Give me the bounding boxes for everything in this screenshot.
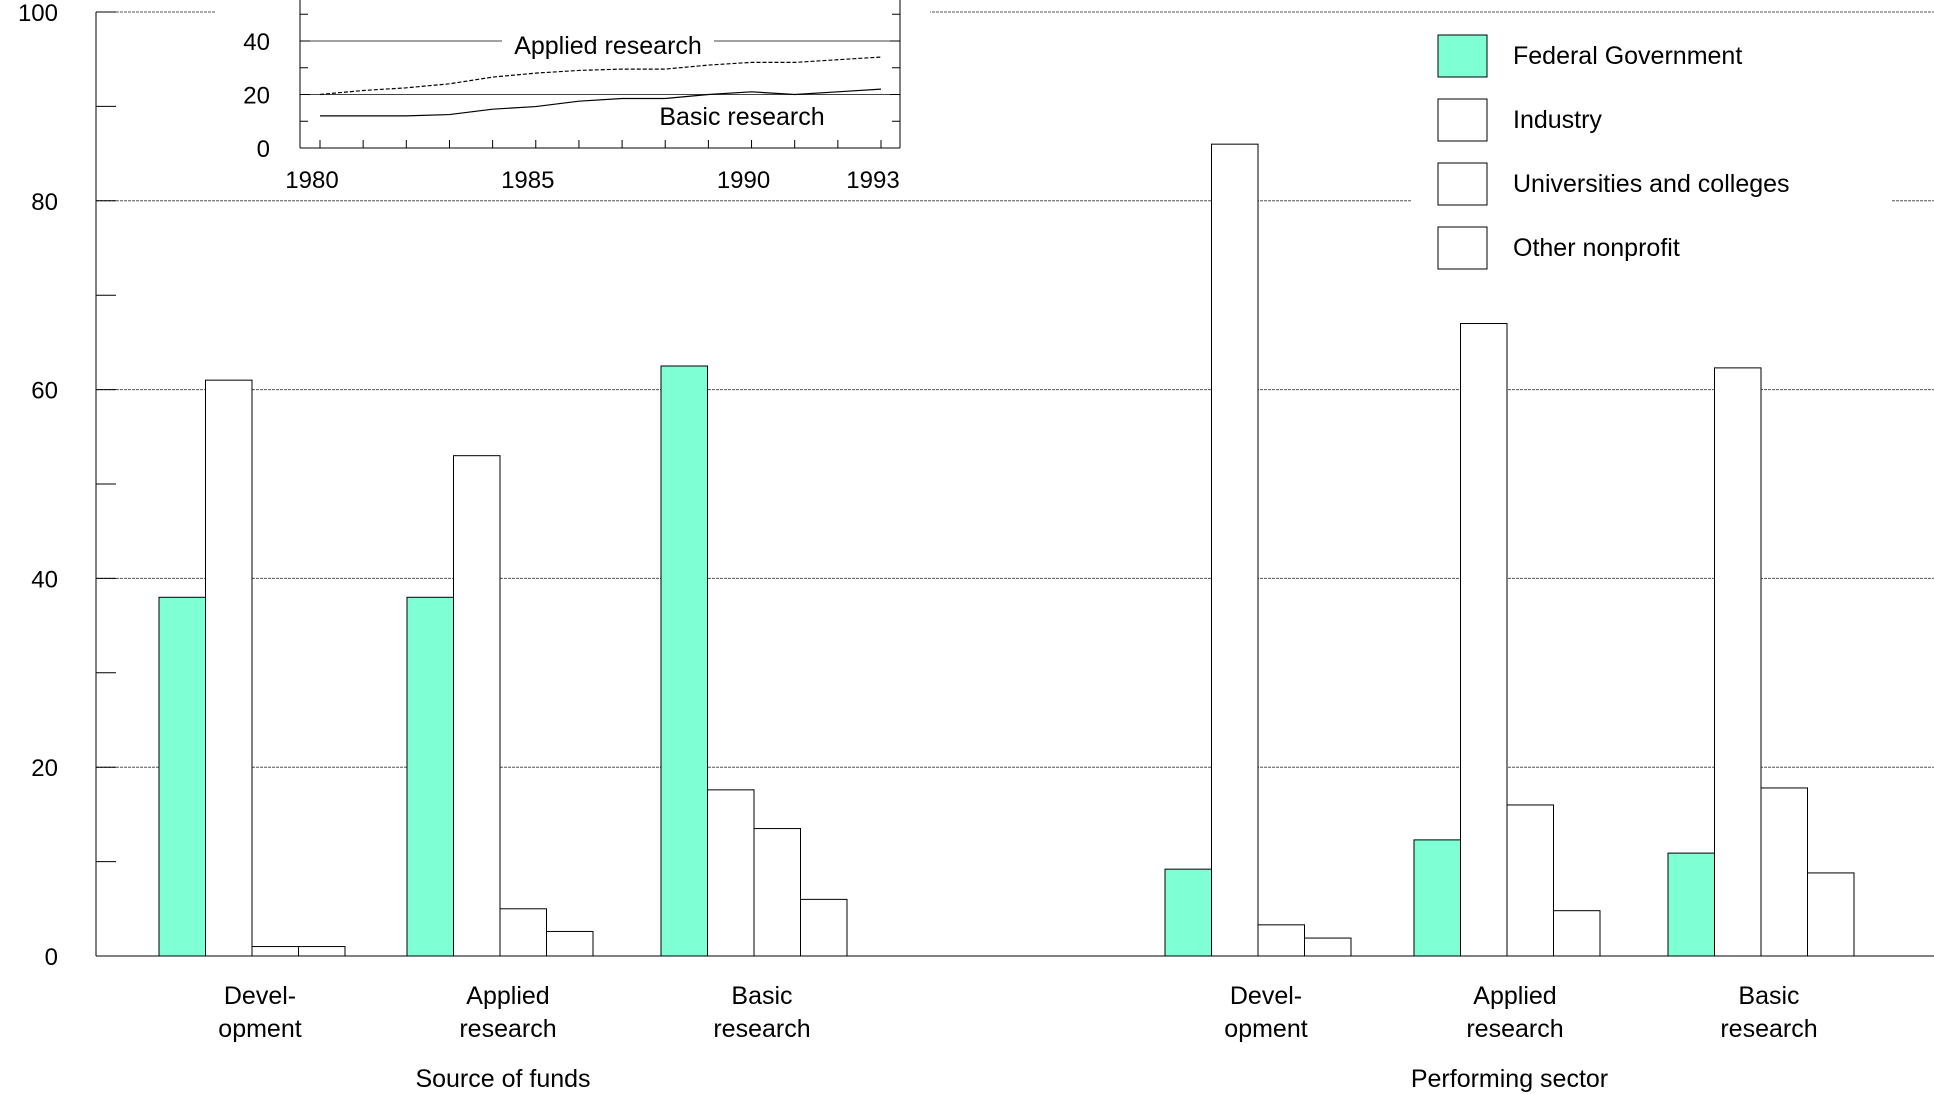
inset-label-background — [502, 30, 714, 60]
bar — [1304, 937, 1352, 957]
inset-series-label: Basic research — [659, 103, 824, 131]
bar — [298, 946, 346, 957]
bar — [800, 898, 848, 957]
bar — [1257, 924, 1305, 957]
category-label: Applied — [466, 982, 549, 1010]
bar — [251, 946, 299, 957]
inset-x-tick-label: 1993 — [846, 167, 899, 194]
bar — [453, 455, 501, 957]
bar — [707, 789, 755, 957]
inset-series-line — [320, 88, 882, 117]
category-label: Devel- — [224, 982, 296, 1010]
category-label: Devel- — [1230, 982, 1302, 1010]
bar — [1413, 839, 1461, 957]
bar — [1553, 910, 1601, 957]
bar — [499, 908, 547, 957]
bar — [1506, 804, 1554, 957]
bar — [406, 596, 454, 957]
category-label: Basic — [731, 982, 792, 1010]
legend-swatch — [1437, 34, 1488, 78]
bar — [1460, 323, 1508, 957]
inset-x-tick-label: 1990 — [717, 167, 770, 194]
legend-swatch — [1437, 162, 1488, 206]
category-label: opment — [218, 1015, 301, 1043]
bar — [1714, 367, 1762, 957]
inset-series-label: Applied research — [514, 32, 702, 60]
category-label: research — [1466, 1015, 1563, 1043]
y-tick-label: 80 — [31, 189, 58, 216]
group-label: Performing sector — [1411, 1065, 1608, 1093]
inset-y-tick-label: 20 — [243, 83, 270, 110]
category-label: research — [459, 1015, 556, 1043]
bar — [1760, 787, 1808, 957]
bar — [205, 379, 253, 957]
x-axis-labels: Devel-opment Applied research Basic research… — [218, 982, 1817, 1093]
bar — [1211, 143, 1259, 957]
y-tick-label: 60 — [31, 378, 58, 405]
group-label: Source of funds — [415, 1065, 590, 1093]
inset-y-tick-label: 40 — [243, 29, 270, 56]
inset-x-tick-label: 1985 — [501, 167, 554, 194]
bar — [1667, 852, 1715, 957]
legend-label: Universities and colleges — [1513, 170, 1790, 198]
legend-background — [1412, 20, 1892, 282]
y-tick-label: 20 — [31, 755, 58, 782]
y-tick-label: 40 — [31, 566, 58, 593]
legend-swatch — [1437, 226, 1488, 270]
category-label: research — [713, 1015, 810, 1043]
legend: Federal Government Industry Universities a… — [1412, 20, 1892, 282]
category-label: opment — [1224, 1015, 1307, 1043]
legend-label: Federal Government — [1513, 42, 1742, 70]
inset-x-tick-label: 1980 — [285, 167, 338, 194]
inset-series-line — [319, 56, 882, 96]
bar — [753, 828, 801, 957]
legend-label: Other nonprofit — [1513, 234, 1680, 262]
y-tick-label: 100 — [18, 0, 58, 27]
bar — [1164, 868, 1212, 957]
legend-label: Industry — [1513, 106, 1602, 134]
bar — [1807, 872, 1855, 957]
bars — [158, 143, 1855, 957]
legend-swatch — [1437, 98, 1488, 142]
category-label: Applied — [1473, 982, 1556, 1010]
category-label: research — [1720, 1015, 1817, 1043]
y-axis: 0 20 40 60 80 100 — [18, 0, 116, 971]
inset-label-background — [648, 101, 836, 131]
bar — [158, 596, 206, 957]
y-tick-label: 0 — [45, 944, 58, 971]
inset-y-tick-label: 0 — [257, 136, 270, 163]
inset-chart: 0 20 40 1980 1985 1990 1993 Applied research Bas… — [215, 0, 930, 200]
bar — [660, 365, 708, 957]
bar — [546, 930, 594, 957]
category-label: Basic — [1738, 982, 1799, 1010]
